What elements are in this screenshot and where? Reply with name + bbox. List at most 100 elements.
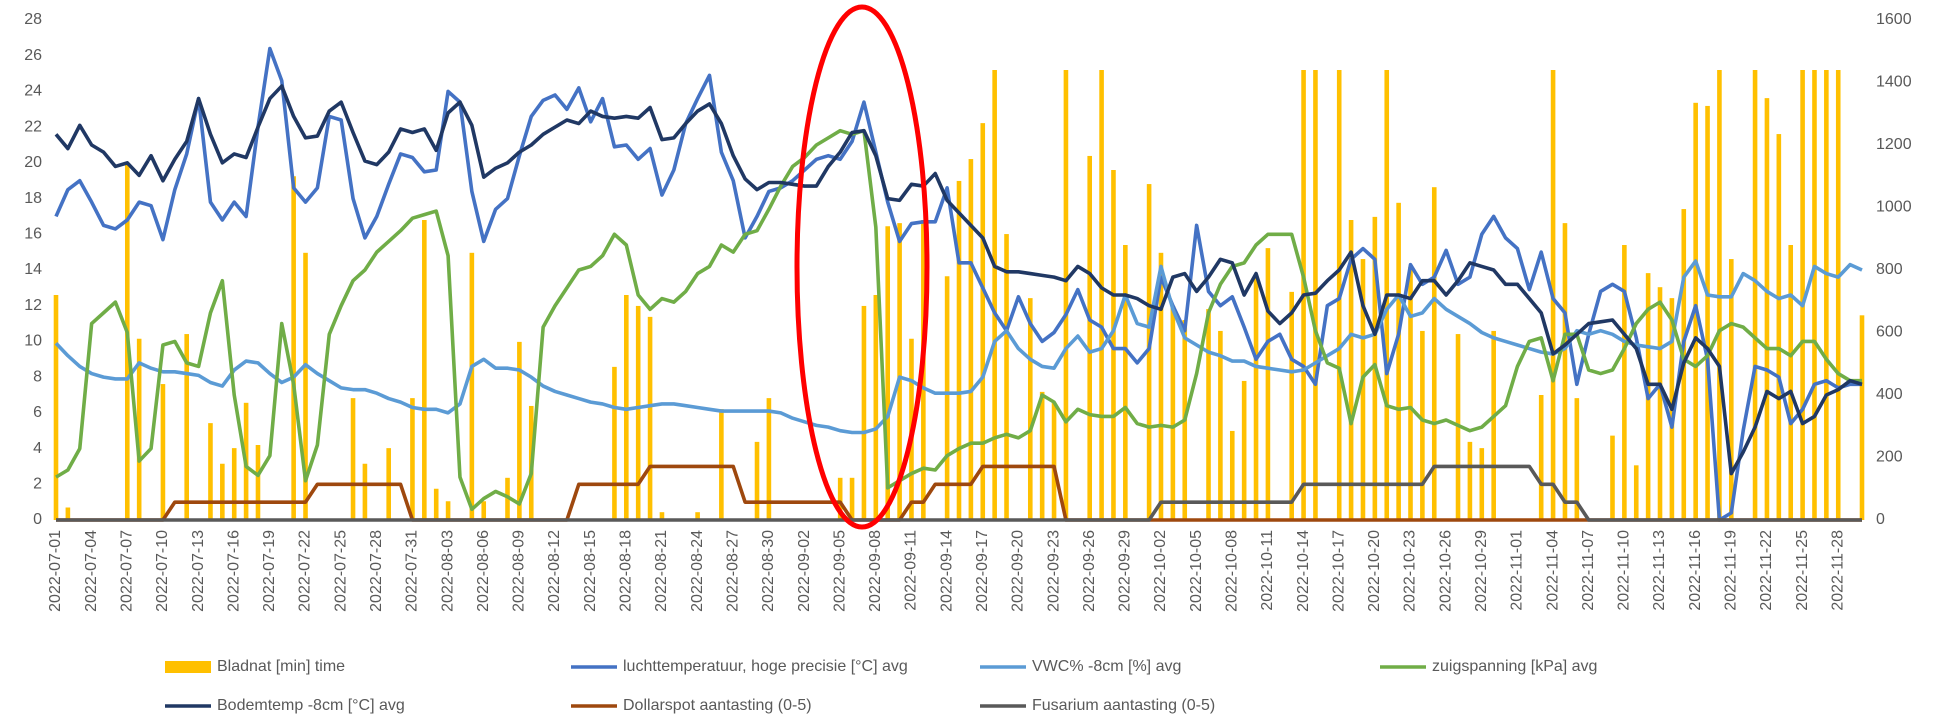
x-tick-label: 2022-09-08 [867,530,884,612]
x-tick-label: 2022-10-23 [1402,530,1419,612]
y-tick-label: 2 [33,476,42,493]
x-tick-label: 2022-10-02 [1152,530,1169,612]
bar [1574,398,1580,520]
bar [1027,298,1033,520]
bar [1229,430,1235,520]
bar [291,176,296,520]
bar [53,295,59,520]
bar [1562,223,1568,520]
bar [1467,441,1473,520]
bar [1087,155,1092,520]
bar [1859,315,1865,520]
y-tick-label: 28 [24,11,42,28]
bar [1039,391,1045,520]
y2-tick-label: 1000 [1876,199,1912,216]
bar [861,305,867,520]
x-tick-label: 2022-08-21 [653,530,670,612]
y-tick-label: 4 [33,440,42,457]
x-tick-label: 2022-07-31 [404,530,421,612]
line-layer [54,46,1863,522]
bar [944,276,950,520]
x-tick-label: 2022-09-26 [1081,530,1098,612]
bar [1420,330,1425,520]
x-tick-label: 2022-10-14 [1295,530,1312,612]
bar [980,123,986,520]
x-tick-label: 2022-08-27 [724,530,741,612]
x-tick-label: 2022-08-12 [546,530,563,612]
x-tick-label: 2022-07-13 [190,530,207,612]
x-tick-label: 2022-08-06 [475,530,492,612]
bar [1253,276,1259,520]
line-series [56,464,1862,522]
line-series [54,46,1862,522]
x-tick-label: 2022-11-28 [1829,530,1846,611]
y-tick-label: 0 [33,511,42,528]
x-tick-label: 2022-11-13 [1651,530,1668,611]
y-tick-label: 12 [24,297,42,314]
x-tick-label: 2022-07-04 [83,530,100,612]
y-tick-label: 6 [33,404,42,421]
x-tick-label: 2022-07-10 [154,530,171,612]
x-tick-label: 2022-10-29 [1473,530,1490,612]
bar [873,295,879,520]
bar [1265,248,1271,520]
x-tick-label: 2022-11-25 [1794,530,1811,611]
x-tick-label: 2022-09-11 [903,530,920,611]
bar [1360,259,1366,520]
y2-tick-label: 0 [1876,511,1885,528]
bar [1622,245,1627,520]
x-tick-label: 2022-08-24 [689,530,706,612]
bar [481,501,487,520]
x-tick-label: 2022-09-23 [1045,530,1062,612]
bar [220,463,225,520]
bar [992,70,997,520]
bar [350,398,356,520]
legend-label: Fusarium aantasting (0-5) [1032,697,1215,714]
axes-layer: 0246810121416182022242628020040060080010… [24,11,1911,612]
x-tick-label: 2022-10-17 [1330,530,1347,612]
bar [1729,259,1734,520]
x-tick-label: 2022-11-22 [1758,530,1775,611]
x-tick-label: 2022-11-07 [1580,530,1597,611]
bar [849,477,855,520]
x-tick-label: 2022-10-05 [1188,530,1205,612]
legend-label: Bladnat [min] time [217,658,345,675]
x-tick-label: 2022-10-20 [1366,530,1383,612]
x-tick-label: 2022-07-25 [332,530,349,612]
y2-tick-label: 200 [1876,449,1903,466]
bar [719,409,724,520]
bar [1633,465,1639,520]
bar [647,316,653,520]
line-series [56,464,1862,522]
y2-tick-label: 800 [1876,261,1903,278]
x-tick-label: 2022-07-19 [261,530,278,612]
bar [255,445,261,520]
legend-label: Bodemtemp -8cm [°C] avg [217,697,405,714]
bar [1479,448,1485,520]
bar [136,338,142,520]
bar [1158,252,1164,520]
x-tick-label: 2022-09-20 [1010,530,1027,612]
bar [1764,98,1770,520]
bar [433,488,439,520]
bar [837,477,843,520]
bar [635,305,641,520]
y-tick-label: 10 [24,333,42,350]
legend-label: zuigspanning [kPa] avg [1432,658,1597,675]
bar [1004,234,1009,520]
x-tick-label: 2022-08-09 [511,530,528,612]
bar [1491,330,1496,520]
x-tick-label: 2022-09-14 [938,530,955,612]
y2-tick-label: 1600 [1876,11,1912,28]
x-tick-label: 2022-11-10 [1616,530,1633,611]
bar [1431,187,1437,520]
line-series [54,84,1863,476]
bar [659,512,665,520]
y2-tick-label: 1200 [1876,136,1912,153]
x-tick-label: 2022-08-03 [439,530,456,612]
x-tick-label: 2022-08-30 [760,530,777,612]
x-tick-label: 2022-07-01 [47,530,64,612]
bar [231,448,237,520]
legend-swatch [165,661,211,673]
bar [1835,70,1841,520]
